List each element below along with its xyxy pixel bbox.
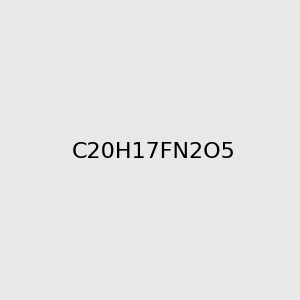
Text: C20H17FN2O5: C20H17FN2O5 [72,142,236,161]
